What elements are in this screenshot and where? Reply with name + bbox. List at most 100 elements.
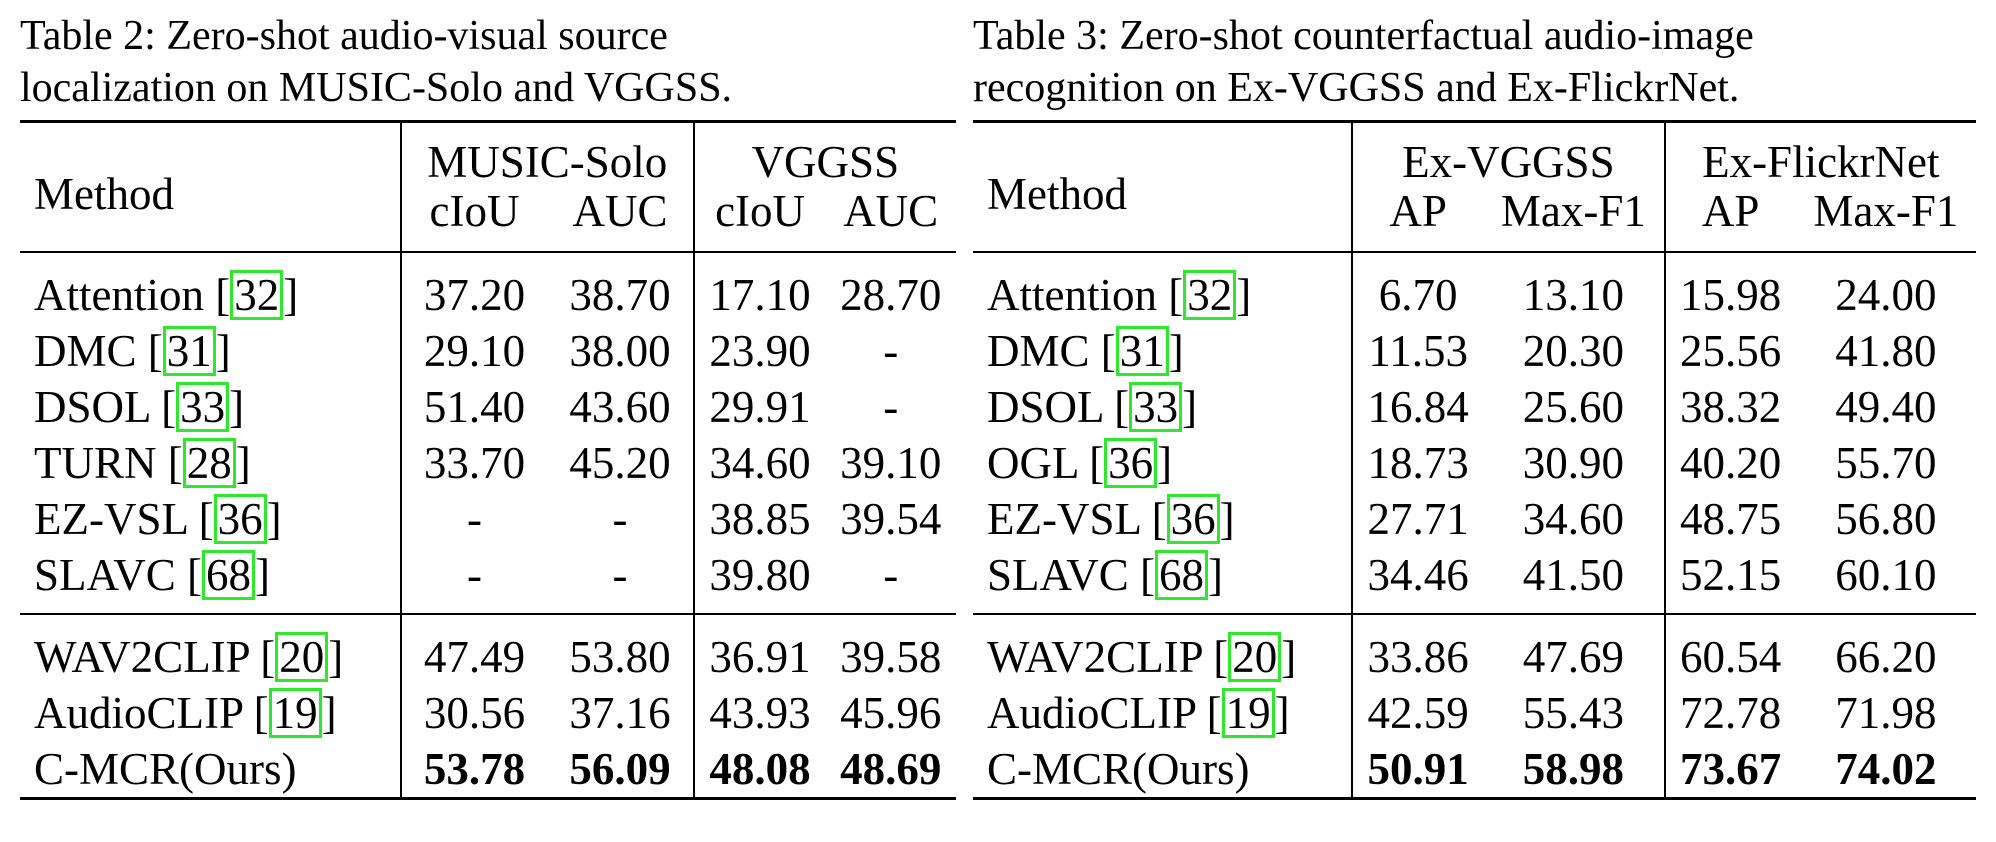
caption-line: Table 3: Zero-shot counterfactual audio-… (973, 13, 1754, 59)
method-cell: TURN [28] (34, 438, 251, 488)
citation-link[interactable]: 36 (1104, 438, 1158, 488)
value-cell: 56.80 (1835, 494, 1937, 544)
table-row: C-MCR(Ours) 50.91 58.98 73.67 74.02 (973, 741, 1976, 799)
value-cell: 43.93 (692, 685, 826, 741)
method-cell: AudioCLIP [19] (34, 688, 337, 738)
value-cell: 58.98 (1522, 744, 1625, 794)
value-cell: - (883, 326, 899, 376)
table-3-panel: Table 3: Zero-shot counterfactual audio-… (973, 0, 1976, 800)
group-header: Ex-VGGSS (1351, 121, 1665, 187)
citation-link[interactable]: 19 (1221, 688, 1275, 738)
value-cell: 24.00 (1835, 270, 1937, 320)
citation-link[interactable]: 19 (268, 688, 322, 738)
value-cell: 16.84 (1351, 379, 1484, 435)
method-cell: C-MCR(Ours) (973, 741, 1352, 799)
method-cell: DMC [31] (34, 326, 231, 376)
table-row: DMC [31] 29.10 38.00 23.90 - (20, 323, 956, 379)
table-row: Attention [32] 6.70 13.10 15.98 24.00 (973, 252, 1976, 323)
value-cell: 36.91 (692, 614, 826, 685)
value-cell: 38.85 (692, 491, 826, 547)
value-cell: - (399, 491, 548, 547)
value-cell: 37.16 (569, 688, 671, 738)
header-metric-row: cIoU AUC cIoU AUC (20, 187, 956, 252)
value-cell: 47.69 (1522, 632, 1625, 682)
group-header: MUSIC-Solo (399, 121, 694, 187)
table-row: SLAVC [68] 34.46 41.50 52.15 60.10 (973, 547, 1976, 614)
method-cell: Attention [32] (34, 270, 299, 320)
table-row: WAV2CLIP [20] 47.49 53.80 36.91 39.58 (20, 614, 956, 685)
citation-link[interactable]: 32 (1183, 270, 1237, 320)
value-cell: 29.10 (399, 323, 548, 379)
method-cell: Attention [32] (987, 270, 1252, 320)
citation-link[interactable]: 33 (1129, 382, 1183, 432)
citation-link[interactable]: 32 (230, 270, 284, 320)
table-3-caption: Table 3: Zero-shot counterfactual audio-… (973, 10, 1976, 120)
value-cell: 74.02 (1835, 744, 1937, 794)
group-header: Ex-FlickrNet (1663, 121, 1976, 187)
metric-header: AUC (843, 186, 939, 236)
metric-header: AUC (572, 186, 668, 236)
method-cell: OGL [36] (987, 438, 1173, 488)
citation-link[interactable]: 20 (1228, 632, 1282, 682)
table-row: EZ-VSL [36] - - 38.85 39.54 (20, 491, 956, 547)
value-cell: 27.71 (1351, 491, 1484, 547)
value-cell: 56.09 (569, 744, 671, 794)
value-cell: 53.78 (399, 741, 548, 799)
citation-link[interactable]: 33 (176, 382, 230, 432)
table-row: WAV2CLIP [20] 33.86 47.69 60.54 66.20 (973, 614, 1976, 685)
value-cell: 66.20 (1835, 632, 1937, 682)
table-row: Attention [32] 37.20 38.70 17.10 28.70 (20, 252, 956, 323)
citation-link[interactable]: 31 (1115, 326, 1169, 376)
citation-link[interactable]: 36 (213, 494, 267, 544)
citation-link[interactable]: 68 (1154, 550, 1208, 600)
method-name: AudioCLIP (987, 688, 1196, 738)
method-name: SLAVC (987, 550, 1129, 600)
header-metric-row: AP Max-F1 AP Max-F1 (973, 187, 1976, 252)
method-cell: EZ-VSL [36] (34, 494, 282, 544)
value-cell: 55.70 (1835, 438, 1937, 488)
value-cell: 60.54 (1663, 614, 1796, 685)
value-cell: 41.80 (1835, 326, 1937, 376)
group-header: VGGSS (692, 121, 956, 187)
method-header: Method (987, 169, 1127, 219)
table-row: DSOL [33] 51.40 43.60 29.91 - (20, 379, 956, 435)
header-group-row: Method MUSIC-Solo VGGSS (20, 121, 956, 219)
value-cell: 38.00 (569, 326, 671, 376)
value-cell: 34.60 (692, 435, 826, 491)
value-cell: 48.69 (840, 744, 942, 794)
value-cell: 72.78 (1663, 685, 1796, 741)
value-cell: - (883, 382, 899, 432)
method-name: OGL (987, 438, 1078, 488)
value-cell: 55.43 (1522, 688, 1625, 738)
value-cell: 23.90 (692, 323, 826, 379)
value-cell: 52.15 (1663, 547, 1796, 614)
citation-link[interactable]: 31 (162, 326, 216, 376)
value-cell: 40.20 (1663, 435, 1796, 491)
header-group-row: Method Ex-VGGSS Ex-FlickrNet (973, 121, 1976, 219)
value-cell: 38.70 (569, 270, 671, 320)
citation-link[interactable]: 28 (182, 438, 236, 488)
value-cell: 39.54 (840, 494, 942, 544)
value-cell: 43.60 (569, 382, 671, 432)
value-cell: 50.91 (1351, 741, 1484, 799)
table-row: DSOL [33] 16.84 25.60 38.32 49.40 (973, 379, 1976, 435)
method-name: Attention (987, 270, 1157, 320)
value-cell: 11.53 (1351, 323, 1484, 379)
value-cell: 28.70 (840, 270, 942, 320)
value-cell: - (612, 550, 628, 600)
value-cell: 20.30 (1522, 326, 1625, 376)
value-cell: 13.10 (1522, 270, 1625, 320)
method-name: TURN (34, 438, 157, 488)
value-cell: - (612, 494, 628, 544)
method-cell: DSOL [33] (987, 382, 1198, 432)
citation-link[interactable]: 36 (1166, 494, 1220, 544)
method-cell: EZ-VSL [36] (987, 494, 1235, 544)
citation-link[interactable]: 68 (201, 550, 255, 600)
method-name: EZ-VSL (987, 494, 1141, 544)
method-name: Attention (34, 270, 204, 320)
value-cell: 33.86 (1351, 614, 1484, 685)
value-cell: 42.59 (1351, 685, 1484, 741)
citation-link[interactable]: 20 (275, 632, 329, 682)
value-cell: 25.60 (1522, 382, 1625, 432)
table-row: TURN [28] 33.70 45.20 34.60 39.10 (20, 435, 956, 491)
